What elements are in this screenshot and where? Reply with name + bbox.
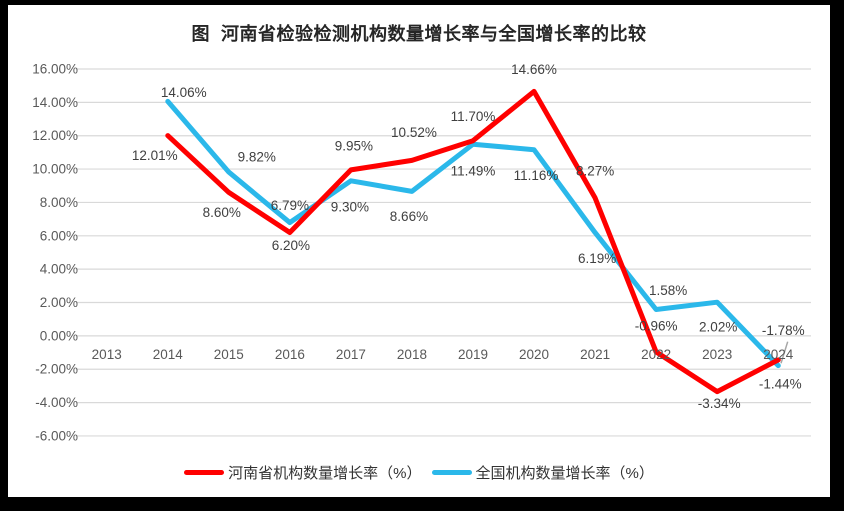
- data-label: -1.78%: [762, 323, 805, 338]
- data-label: 11.16%: [514, 168, 559, 183]
- data-label: 2.02%: [699, 320, 737, 335]
- data-label: 8.60%: [203, 205, 241, 220]
- data-label: 12.01%: [132, 148, 178, 163]
- data-label: -0.96%: [635, 318, 678, 333]
- data-label: 1.58%: [649, 283, 687, 298]
- data-label: 8.27%: [576, 163, 614, 178]
- series-line-henan: [165, 88, 781, 395]
- data-label: 10.52%: [391, 125, 437, 140]
- x-axis-category-label: 2014: [153, 347, 184, 362]
- data-label: 9.30%: [331, 199, 369, 214]
- x-axis-category-label: 2015: [214, 347, 244, 362]
- y-axis-tick-label: -4.00%: [35, 395, 78, 410]
- legend-line-swatch-henan: [184, 469, 225, 475]
- y-axis-tick-label: -6.00%: [35, 428, 78, 443]
- line-chart: 16.00% 14.00% 12.00% 10.00% 8.00% 6.00% 4.00% 2…: [32, 62, 811, 443]
- legend-label-henan: 河南省机构数量增长率（%）: [228, 464, 422, 482]
- data-label: 9.82%: [238, 150, 276, 165]
- x-axis-category-label: 2013: [92, 347, 122, 362]
- data-label: 6.20%: [272, 238, 310, 253]
- x-axis-category-label: 2017: [336, 347, 366, 362]
- chart-panel: 16.00% 14.00% 12.00% 10.00% 8.00% 6.00% 4.00% 2…: [8, 5, 830, 497]
- data-label: 11.49%: [451, 164, 496, 179]
- data-label-leader-line: [780, 341, 789, 364]
- chart-title: 图 河南省检验检测机构数量增长率与全国增长率的比较: [191, 24, 647, 44]
- x-axis-category-label: 2019: [458, 347, 488, 362]
- y-axis-tick-label: 2.00%: [40, 295, 78, 310]
- y-axis-tick-label: 12.00%: [32, 128, 78, 143]
- y-axis-tick-label: 0.00%: [40, 328, 78, 343]
- legend-line-swatch-national: [431, 469, 472, 475]
- y-axis-tick-label: 8.00%: [40, 195, 78, 210]
- x-axis-category-label: 2018: [397, 347, 427, 362]
- data-label: -1.44%: [759, 376, 802, 391]
- y-axis-tick-label: 4.00%: [40, 262, 78, 277]
- data-label: 11.70%: [451, 109, 496, 124]
- data-label: 14.66%: [511, 62, 557, 77]
- data-label: 6.19%: [578, 251, 616, 266]
- data-label: 8.66%: [390, 209, 428, 224]
- data-label: 14.06%: [161, 85, 207, 100]
- chart-legend: 河南省机构数量增长率（%） 全国机构数量增长率（%）: [8, 460, 830, 484]
- y-axis-tick-label: 10.00%: [32, 162, 78, 177]
- legend-item-henan: 河南省机构数量增长率（%）: [184, 462, 422, 483]
- x-axis-category-label: 2020: [519, 347, 549, 362]
- data-label: 6.79%: [271, 198, 309, 213]
- data-label: -3.34%: [698, 396, 741, 411]
- x-axis-category-label: 2022: [641, 347, 671, 362]
- y-axis-tick-label: 16.00%: [32, 62, 78, 77]
- legend-label-national: 全国机构数量增长率（%）: [475, 464, 654, 482]
- y-axis-tick-label: 14.00%: [32, 95, 78, 110]
- x-axis-category-label: 2021: [580, 347, 610, 362]
- y-axis-tick-label: 6.00%: [40, 228, 78, 243]
- x-axis-category-label: 2016: [275, 347, 305, 362]
- series-line-national: [165, 98, 781, 369]
- y-axis-tick-label: -2.00%: [35, 362, 78, 377]
- data-label: 9.95%: [335, 138, 373, 153]
- x-axis-category-label: 2024: [763, 347, 794, 362]
- x-axis-category-label: 2023: [702, 347, 732, 362]
- legend-item-national: 全国机构数量增长率（%）: [431, 462, 654, 483]
